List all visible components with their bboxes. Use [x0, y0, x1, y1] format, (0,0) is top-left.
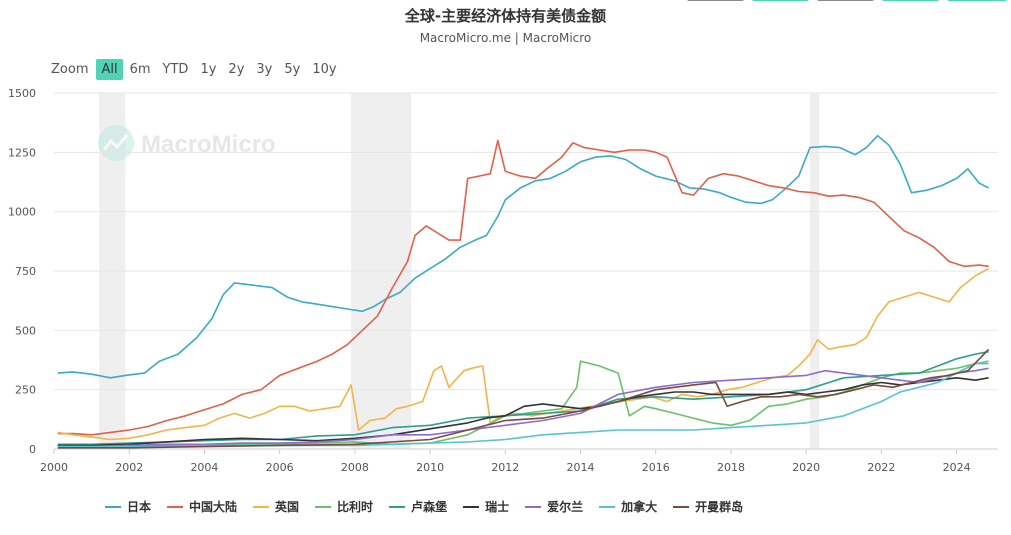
legend-swatch-icon [525, 505, 542, 508]
series-line-8[interactable] [57, 348, 990, 449]
legend-label: 开曼群岛 [695, 500, 744, 514]
zoom-6m-button[interactable]: 6m [129, 62, 151, 77]
zoom-1y-button[interactable]: 1y [200, 62, 217, 77]
x-tick-label-9: 2018 [717, 461, 745, 474]
legend-swatch-icon [463, 505, 480, 508]
y-tick-label-3: 750 [15, 265, 36, 278]
legend-label: 爱尔兰 [547, 500, 584, 514]
zoom-label: Zoom [51, 62, 89, 77]
legend-label: 英国 [275, 500, 300, 514]
watermark: MacroMicro [98, 125, 276, 161]
series-line-1[interactable] [57, 139, 989, 436]
x-tick-label-2: 2004 [190, 461, 218, 474]
x-tick-label-12: 2024 [943, 461, 971, 474]
legend-label: 中国大陆 [189, 500, 238, 514]
x-tick-label-5: 2010 [416, 461, 444, 474]
watermark-logo-icon [98, 125, 134, 161]
series-line-3[interactable] [57, 360, 989, 447]
zoom-ytd-button[interactable]: YTD [162, 62, 189, 77]
legend-item-0[interactable]: 日本 [105, 498, 151, 515]
zoom-3y-button[interactable]: 3y [256, 62, 273, 77]
y-tick-label-0: 0 [29, 443, 36, 456]
legend-item-5[interactable]: 瑞士 [463, 498, 509, 515]
legend-item-4[interactable]: 卢森堡 [389, 498, 447, 515]
y-tick-label-6: 1500 [8, 87, 36, 100]
x-tick-label-4: 2008 [341, 461, 369, 474]
legend-swatch-icon [167, 505, 184, 508]
top-tab-4[interactable] [882, 0, 939, 1]
legend-label: 加拿大 [621, 500, 658, 514]
x-tick-label-6: 2012 [491, 461, 519, 474]
y-tick-label-1: 250 [15, 384, 36, 397]
zoom-all-button[interactable]: All [96, 59, 123, 80]
watermark-logo-mark [102, 134, 129, 151]
legend-label: 比利时 [337, 500, 374, 514]
watermark-text: MacroMicro [141, 131, 276, 158]
x-tick-label-0: 2000 [40, 461, 68, 474]
top-tab-2[interactable] [752, 0, 809, 1]
series-line-0[interactable] [57, 134, 989, 379]
top-tab-5[interactable] [947, 0, 1007, 1]
legend-swatch-icon [105, 505, 121, 508]
legend-swatch-icon [253, 505, 270, 508]
legend-item-7[interactable]: 加拿大 [599, 498, 657, 515]
legend-label: 瑞士 [485, 500, 510, 514]
legend-item-8[interactable]: 开曼群岛 [673, 498, 743, 515]
legend-item-2[interactable]: 英国 [253, 498, 299, 515]
legend-label: 卢森堡 [411, 500, 448, 514]
series-line-7[interactable] [57, 360, 989, 448]
legend-swatch-icon [315, 505, 332, 508]
legend-item-3[interactable]: 比利时 [315, 498, 373, 515]
x-tick-label-11: 2022 [867, 461, 895, 474]
legend-swatch-icon [673, 505, 690, 508]
series-line-6[interactable] [57, 367, 989, 448]
y-tick-label-5: 1250 [8, 146, 36, 159]
legend-swatch-icon [599, 505, 616, 508]
legend-swatch-icon [389, 505, 406, 508]
x-tick-label-3: 2006 [266, 461, 294, 474]
legend-item-6[interactable]: 爱尔兰 [525, 498, 583, 515]
x-tick-label-8: 2016 [642, 461, 670, 474]
chart-subtitle: MacroMicro.me | MacroMicro [419, 31, 592, 45]
x-tick-label-7: 2014 [567, 461, 595, 474]
top-tab-1[interactable] [687, 0, 744, 1]
zoom-10y-button[interactable]: 10y [312, 62, 337, 77]
zoom-5y-button[interactable]: 5y [284, 62, 301, 77]
x-tick-label-10: 2020 [792, 461, 820, 474]
x-tick-label-1: 2002 [115, 461, 143, 474]
y-tick-label-2: 500 [15, 324, 36, 337]
zoom-bar: Zoom All 6m YTD 1y 2y 3y 5y 10y [51, 59, 342, 80]
zoom-2y-button[interactable]: 2y [228, 62, 245, 77]
chart-legend: 日本 中国大陆 英国 比利时 卢森堡 瑞士 爱尔兰 加拿大 开曼群岛 [105, 498, 743, 515]
legend-item-1[interactable]: 中国大陆 [167, 498, 237, 515]
top-tab-3[interactable] [817, 0, 874, 1]
chart-title: 全球-主要经济体持有美债金额 [404, 7, 607, 25]
series-line-4[interactable] [57, 350, 989, 446]
legend-label: 日本 [127, 500, 152, 514]
y-tick-label-4: 1000 [8, 206, 36, 219]
